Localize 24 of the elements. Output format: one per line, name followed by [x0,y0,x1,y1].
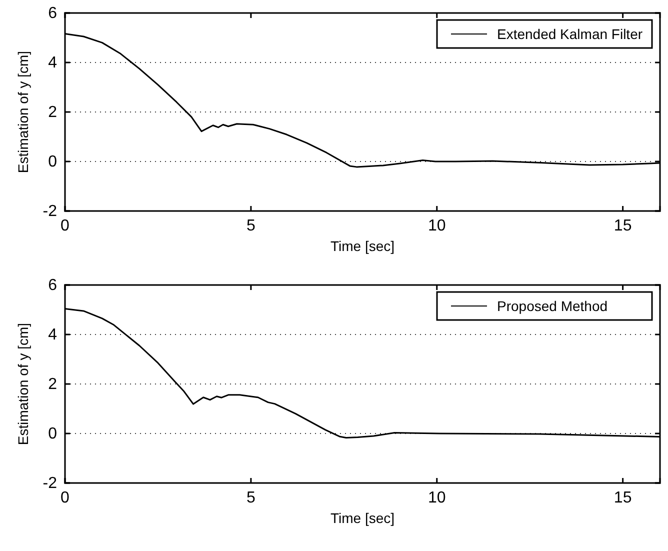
y-tick-label: 4 [48,54,58,72]
x-tick-label: 15 [614,217,632,234]
x-tick-label: 5 [246,217,256,234]
y-tick-label: 2 [48,104,58,122]
legend-label: Extended Kalman Filter [497,26,643,42]
y-tick-label: -2 [42,203,58,220]
x-tick-label: 10 [428,217,446,234]
x-axis-title: Time [sec] [330,510,395,526]
x-tick-label: 5 [246,489,256,506]
y-tick-label: 0 [48,426,58,443]
x-tick-label: 15 [614,489,632,506]
x-axis-title: Time [sec] [330,238,395,254]
legend-label: Proposed Method [497,298,608,314]
x-tick-label: 0 [60,489,70,506]
x-tick-label: 0 [60,217,70,234]
y-tick-label: 6 [48,5,58,22]
y-tick-label: -2 [42,475,58,492]
y-tick-label: 2 [48,376,58,394]
y-tick-label: 6 [48,277,58,294]
x-tick-label: 10 [428,489,446,506]
y-tick-label: 0 [48,154,58,171]
y-axis-title: Estimation of y [cm] [15,322,31,446]
y-axis-title: Estimation of y [cm] [15,50,31,174]
y-tick-label: 4 [48,326,58,344]
